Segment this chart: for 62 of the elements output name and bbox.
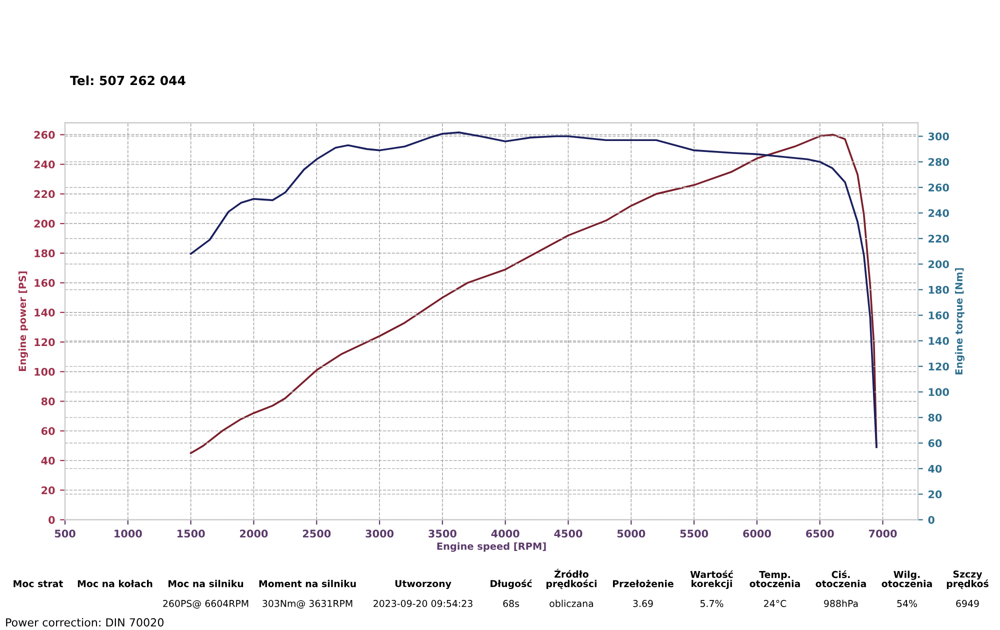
y-tick-label: 220 xyxy=(34,190,55,198)
x-tick-label: 2000 xyxy=(240,530,268,538)
x-tick-label: 6000 xyxy=(743,530,771,538)
x-tick-label: 4000 xyxy=(491,530,520,538)
y2-tick-label: 20 xyxy=(928,490,942,498)
x-axis-title: Engine speed [RPM] xyxy=(437,542,546,552)
text: Power correction: DIN 70020 xyxy=(6,618,164,627)
y-tick-label: 200 xyxy=(34,220,55,228)
y2-tick-label: 60 xyxy=(928,439,942,448)
y-tick-label: 120 xyxy=(34,338,55,346)
y-tick-label: 240 xyxy=(34,160,55,168)
text: Moc strat xyxy=(14,580,64,588)
y2-tick-label: 260 xyxy=(928,184,949,192)
y-tick-label: 60 xyxy=(41,427,55,435)
y-tick-label: 180 xyxy=(34,249,55,258)
y-tick-label: 0 xyxy=(48,516,55,524)
x-tick-label: 7000 xyxy=(868,530,897,538)
text: Szczy prędkoś 6949 xyxy=(946,570,988,608)
text: Moc na silniku 260PS@ 6604RPM xyxy=(163,580,248,609)
y-tick-label: 260 xyxy=(34,130,55,139)
y2-tick-label: 280 xyxy=(928,158,949,166)
text: Wilg. otoczenia 54% xyxy=(882,570,932,608)
y2-tick-label: 180 xyxy=(928,286,949,294)
y-tick-label: 100 xyxy=(34,368,55,376)
text: Utworzony 2023-09-20 09:54:23 xyxy=(374,580,472,608)
y2-tick-label: 160 xyxy=(928,311,949,320)
x-tick-label: 6500 xyxy=(806,530,834,538)
y2-tick-label: 0 xyxy=(928,516,934,524)
y-tick-label: 140 xyxy=(34,308,55,317)
text: Tel: 507 262 044 xyxy=(70,76,186,86)
y-tick-label: 80 xyxy=(41,398,55,406)
y2-tick-label: 120 xyxy=(928,362,949,370)
y2-tick-label: 300 xyxy=(928,132,949,140)
text: Moment na silniku 303Nm@ 3631RPM xyxy=(259,580,356,609)
x-tick-label: 1500 xyxy=(177,530,205,538)
y2-axis-title: Engine torque [Nm] xyxy=(955,268,965,374)
y2-tick-label: 240 xyxy=(928,209,949,218)
x-tick-label: 1000 xyxy=(114,530,142,538)
text: Ciś. otoczenia 988hPa xyxy=(816,570,866,608)
y-tick-label: 20 xyxy=(42,486,55,494)
y2-tick-label: 40 xyxy=(928,464,942,473)
x-tick-label: 3500 xyxy=(428,530,456,538)
y-tick-label: 40 xyxy=(41,456,55,465)
y2-tick-label: 220 xyxy=(928,234,949,243)
x-tick-label: 5500 xyxy=(680,530,708,538)
y2-tick-label: 100 xyxy=(928,388,949,396)
y2-tick-label: 80 xyxy=(928,414,942,422)
text: Moc na kołach xyxy=(78,580,152,588)
y2-tick-label: 200 xyxy=(928,260,949,268)
x-tick-label: 4500 xyxy=(554,530,582,538)
y2-tick-label: 140 xyxy=(928,337,949,345)
text: Temp. otoczenia 24°C xyxy=(750,571,800,608)
text: Przełożenie 3.69 xyxy=(612,580,674,608)
x-tick-label: 3000 xyxy=(366,530,394,538)
y-axis-title: Engine power [PS] xyxy=(18,272,28,371)
text: Źródło prędkości obliczana xyxy=(546,568,596,608)
x-tick-label: 2500 xyxy=(302,530,331,538)
text: Długość 68s xyxy=(490,579,532,608)
x-tick-label: 500 xyxy=(54,530,76,538)
y-tick-label: 160 xyxy=(34,279,55,287)
x-tick-label: 5000 xyxy=(617,530,646,538)
text: Wartość korekcji 5.7% xyxy=(690,570,734,608)
